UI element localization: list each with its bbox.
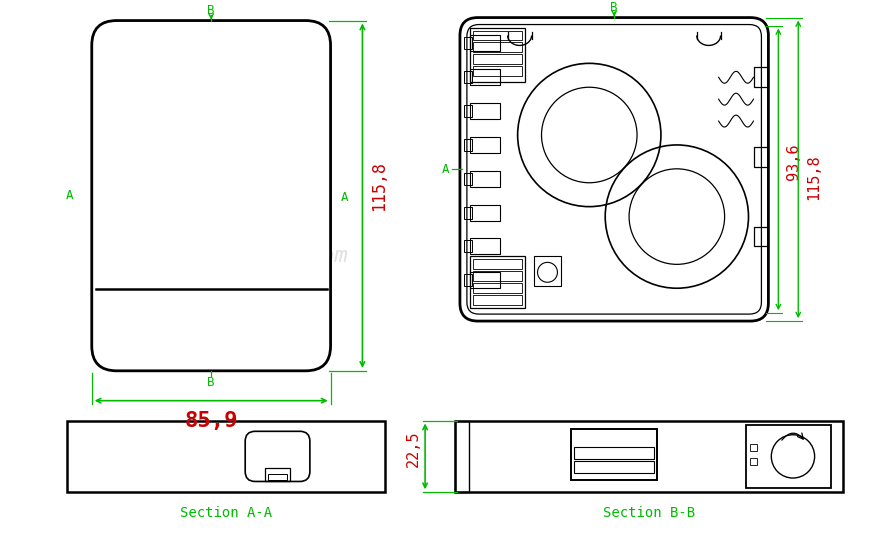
Text: A: A	[340, 191, 348, 204]
Bar	[473, 42, 521, 53]
Bar	[464, 105, 472, 117]
Text: 115,8: 115,8	[806, 154, 822, 200]
Bar	[455, 421, 469, 492]
Text: A: A	[66, 189, 74, 202]
Bar	[470, 256, 525, 308]
Bar	[470, 171, 500, 187]
Bar	[571, 429, 657, 480]
Bar	[464, 274, 472, 286]
Bar	[473, 259, 521, 269]
Bar	[470, 205, 500, 221]
Bar	[575, 460, 654, 473]
Bar	[470, 239, 500, 255]
Bar	[268, 473, 287, 480]
Bar	[534, 256, 561, 286]
Text: @taepc.com: @taepc.com	[214, 247, 347, 266]
Bar	[470, 35, 500, 51]
Text: 85,9: 85,9	[184, 411, 238, 430]
Text: Section B-B: Section B-B	[603, 506, 695, 520]
Text: A: A	[442, 163, 450, 176]
Text: 93,6: 93,6	[786, 143, 801, 180]
FancyBboxPatch shape	[460, 18, 768, 321]
Bar	[464, 139, 472, 151]
Text: B: B	[610, 1, 618, 14]
Bar	[464, 241, 472, 252]
Bar	[455, 421, 843, 492]
Text: Section A-A: Section A-A	[180, 506, 272, 520]
Bar	[473, 295, 521, 305]
Bar	[746, 425, 831, 488]
Bar	[470, 69, 500, 85]
Bar	[470, 103, 500, 119]
Bar	[473, 66, 521, 76]
Bar	[473, 54, 521, 64]
Bar	[470, 27, 525, 82]
Bar	[464, 207, 472, 219]
Bar	[473, 283, 521, 293]
Bar	[755, 147, 768, 167]
Bar	[464, 173, 472, 185]
Bar	[755, 227, 768, 247]
Bar	[755, 68, 768, 87]
Bar	[575, 446, 654, 459]
Text: B: B	[208, 376, 215, 389]
Text: 115,8: 115,8	[371, 161, 388, 211]
Text: B: B	[208, 4, 215, 17]
FancyBboxPatch shape	[92, 20, 331, 371]
Bar	[470, 137, 500, 153]
FancyBboxPatch shape	[245, 431, 310, 481]
Bar	[473, 271, 521, 281]
Bar	[750, 444, 757, 451]
Bar	[464, 71, 472, 83]
Bar	[470, 272, 500, 288]
Bar	[67, 421, 385, 492]
Text: 22,5: 22,5	[406, 430, 421, 467]
Bar	[750, 458, 757, 465]
Bar	[464, 38, 472, 49]
Bar	[265, 467, 290, 481]
Bar	[473, 31, 521, 40]
